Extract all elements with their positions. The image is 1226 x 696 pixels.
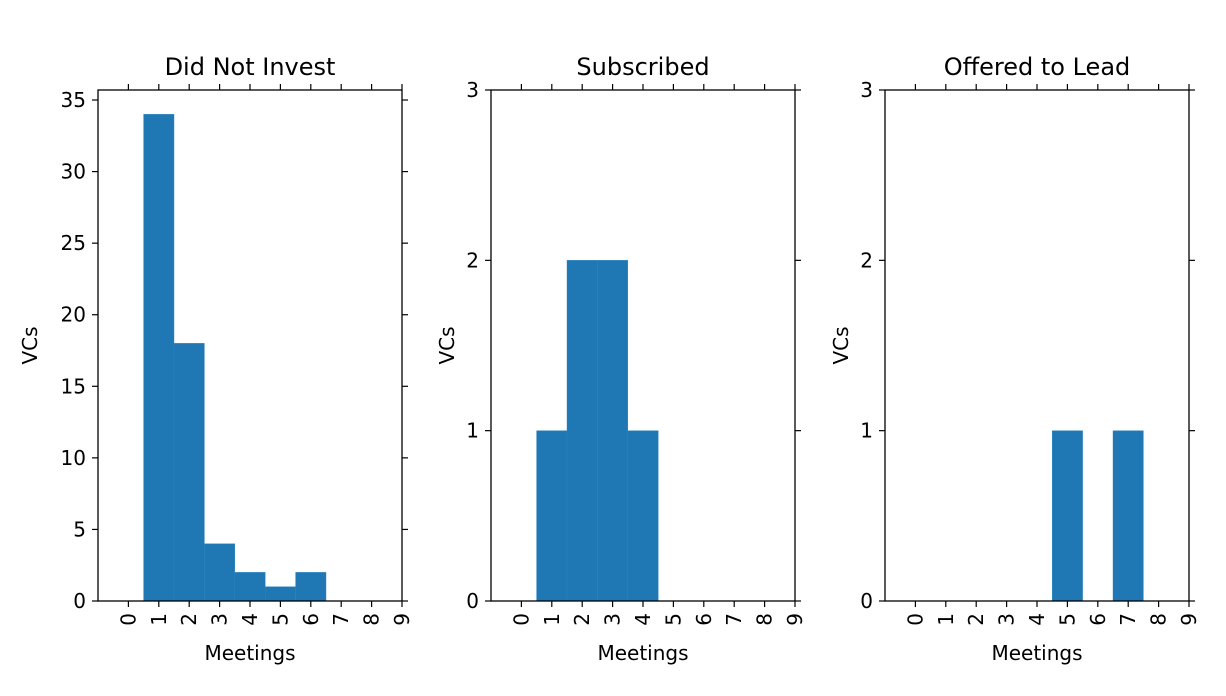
x-tick-label: 6 [299, 613, 323, 626]
x-tick-label: 0 [116, 613, 140, 626]
panel-title: Offered to Lead [944, 53, 1131, 81]
bar-meetings-7 [1112, 430, 1144, 602]
x-tick-label: 6 [692, 613, 716, 626]
y-tick-label: 0 [860, 589, 873, 613]
bar-meetings-1 [536, 430, 568, 602]
x-tick-label: 3 [601, 613, 625, 626]
panel-title: Subscribed [576, 53, 709, 81]
x-tick-label: 9 [390, 613, 414, 626]
x-tick-label: 2 [964, 613, 988, 626]
y-tick-label: 2 [466, 248, 479, 272]
y-tick-label: 25 [61, 231, 86, 255]
x-tick-label: 8 [360, 613, 384, 626]
bar-meetings-1 [143, 114, 175, 602]
y-tick-label: 30 [61, 160, 86, 184]
x-tick-label: 5 [1055, 613, 1079, 626]
y-tick-label: 0 [466, 589, 479, 613]
bar-meetings-3 [204, 543, 235, 602]
x-tick-label: 1 [934, 613, 958, 626]
y-axis-label: VCs [18, 326, 42, 364]
y-axis-label: VCs [829, 326, 853, 364]
panel-title: Did Not Invest [165, 53, 336, 81]
y-tick-label: 1 [860, 419, 873, 443]
x-tick-label: 2 [570, 613, 594, 626]
x-tick-label: 7 [329, 613, 353, 626]
bar-meetings-6 [295, 572, 327, 602]
x-tick-label: 0 [903, 613, 927, 626]
x-axis-label: Meetings [597, 641, 688, 665]
x-tick-label: 1 [147, 613, 171, 626]
y-tick-label: 10 [61, 446, 86, 470]
bar-meetings-4 [234, 572, 266, 602]
x-tick-label: 4 [238, 613, 262, 626]
y-tick-label: 1 [466, 419, 479, 443]
x-tick-label: 8 [1147, 613, 1171, 626]
bar-meetings-2 [566, 260, 598, 602]
x-tick-label: 3 [208, 613, 232, 626]
x-tick-label: 9 [783, 613, 807, 626]
x-tick-label: 0 [509, 613, 533, 626]
bar-meetings-5 [1051, 430, 1083, 602]
x-tick-label: 8 [753, 613, 777, 626]
bar-meetings-3 [597, 260, 629, 602]
x-tick-label: 1 [540, 613, 564, 626]
x-tick-label: 5 [268, 613, 292, 626]
y-tick-label: 35 [61, 88, 86, 112]
y-tick-label: 5 [73, 517, 86, 541]
y-tick-label: 3 [860, 78, 873, 102]
x-tick-label: 7 [1116, 613, 1140, 626]
y-axis-label: VCs [435, 326, 459, 364]
bar-meetings-4 [627, 430, 659, 602]
x-tick-label: 9 [1177, 613, 1201, 626]
y-tick-label: 0 [73, 589, 86, 613]
panel-did-not-invest: Did Not Invest Meetings VCs 051015202530… [18, 53, 414, 665]
bar-meetings-5 [265, 586, 296, 602]
x-tick-label: 2 [177, 613, 201, 626]
bar-meetings-2 [173, 343, 205, 602]
x-tick-label: 3 [995, 613, 1019, 626]
x-axis-label: Meetings [991, 641, 1082, 665]
y-tick-label: 20 [61, 303, 86, 327]
y-tick-label: 3 [466, 78, 479, 102]
x-tick-label: 4 [631, 613, 655, 626]
x-tick-label: 4 [1025, 613, 1049, 626]
x-axis-label: Meetings [204, 641, 295, 665]
x-tick-label: 5 [661, 613, 685, 626]
y-tick-label: 2 [860, 248, 873, 272]
x-tick-label: 6 [1086, 613, 1110, 626]
x-tick-label: 7 [722, 613, 746, 626]
y-tick-label: 15 [61, 374, 86, 398]
